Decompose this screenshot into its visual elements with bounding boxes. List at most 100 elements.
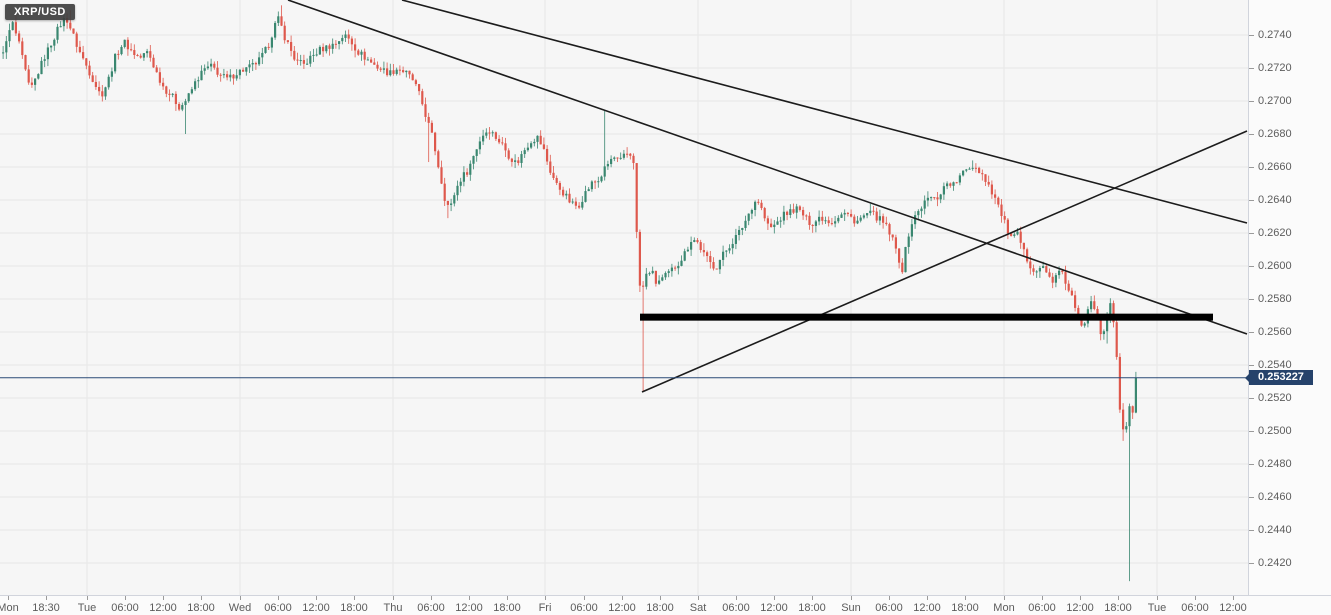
time-axis-label: 18:00 xyxy=(493,602,521,614)
price-axis-label: 0.2700 xyxy=(1258,95,1292,107)
time-tick xyxy=(1042,596,1043,600)
time-axis-label: Tue xyxy=(77,602,97,614)
time-tick xyxy=(316,596,317,600)
time-axis[interactable]: Mon 18:30 Tue 06:00 12:00 18:00 Wed 06:00 12:00 1… xyxy=(0,595,1331,615)
time-tick xyxy=(736,596,737,600)
price-axis-label: 0.2640 xyxy=(1258,194,1292,206)
time-tick xyxy=(1195,596,1196,600)
price-axis-label: 0.2420 xyxy=(1258,557,1292,569)
time-tick xyxy=(8,596,9,600)
time-tick xyxy=(545,596,546,600)
price-tick xyxy=(1249,166,1254,168)
time-tick xyxy=(1080,596,1081,600)
price-tick xyxy=(1249,298,1254,300)
last-price-badge: 0.253227 xyxy=(1245,370,1313,386)
time-axis-label: 12:00 xyxy=(455,602,483,614)
price-axis-label: 0.2560 xyxy=(1258,326,1292,338)
price-axis-label: 0.2740 xyxy=(1258,29,1292,41)
price-tick xyxy=(1249,265,1254,267)
time-axis-label: Sat xyxy=(689,602,707,614)
time-axis-label: Thu xyxy=(383,602,403,614)
time-tick xyxy=(163,596,164,600)
price-tick xyxy=(1249,397,1254,399)
time-tick xyxy=(393,596,394,600)
price-axis-label: 0.2480 xyxy=(1258,458,1292,470)
time-axis-label: 12:00 xyxy=(302,602,330,614)
price-axis-label: 0.2440 xyxy=(1258,524,1292,536)
time-tick xyxy=(812,596,813,600)
price-tick xyxy=(1249,232,1254,234)
price-tick xyxy=(1249,562,1254,564)
time-axis-label: 12:00 xyxy=(608,602,636,614)
time-tick xyxy=(431,596,432,600)
time-axis-label: 12:00 xyxy=(149,602,177,614)
time-axis-label: Fri xyxy=(538,602,552,614)
price-axis-label: 0.2580 xyxy=(1258,293,1292,305)
price-axis-label: 0.2660 xyxy=(1258,161,1292,173)
time-axis-label: 12:00 xyxy=(1219,602,1247,614)
time-axis-label: 06:00 xyxy=(264,602,292,614)
time-tick xyxy=(927,596,928,600)
time-axis-label: 18:00 xyxy=(798,602,826,614)
time-tick xyxy=(965,596,966,600)
time-tick xyxy=(507,596,508,600)
symbol-badge: XRP/USD xyxy=(5,4,75,20)
time-axis-label: 18:00 xyxy=(1104,602,1132,614)
time-axis-label: 06:00 xyxy=(417,602,445,614)
time-tick xyxy=(354,596,355,600)
time-axis-label: Wed xyxy=(228,602,252,614)
time-tick xyxy=(240,596,241,600)
price-axis-label: 0.2680 xyxy=(1258,128,1292,140)
time-tick xyxy=(660,596,661,600)
price-axis-label: 0.2460 xyxy=(1258,491,1292,503)
price-axis-label: 0.2520 xyxy=(1258,392,1292,404)
price-axis-label: 0.2620 xyxy=(1258,227,1292,239)
time-tick xyxy=(1157,596,1158,600)
price-tick xyxy=(1249,67,1254,69)
time-tick xyxy=(584,596,585,600)
price-axis-label: 0.2720 xyxy=(1258,62,1292,74)
price-tick xyxy=(1249,34,1254,36)
time-axis-label: 06:00 xyxy=(722,602,750,614)
time-tick xyxy=(889,596,890,600)
price-tick xyxy=(1249,529,1254,531)
time-axis-label: Mon xyxy=(0,602,19,614)
time-tick xyxy=(278,596,279,600)
price-tick xyxy=(1249,199,1254,201)
time-tick xyxy=(46,596,47,600)
time-axis-label: 18:00 xyxy=(340,602,368,614)
price-tick xyxy=(1249,430,1254,432)
time-axis-label: 06:00 xyxy=(875,602,903,614)
time-axis-label: 06:00 xyxy=(1181,602,1209,614)
time-tick xyxy=(622,596,623,600)
time-axis-label: Tue xyxy=(1147,602,1167,614)
time-axis-label: Sun xyxy=(841,602,861,614)
price-tick xyxy=(1249,133,1254,135)
time-tick xyxy=(469,596,470,600)
time-axis-label: 18:00 xyxy=(187,602,215,614)
price-tick xyxy=(1249,496,1254,498)
time-axis-label: 18:00 xyxy=(646,602,674,614)
time-axis-label: 12:00 xyxy=(913,602,941,614)
time-tick xyxy=(1233,596,1234,600)
time-tick xyxy=(851,596,852,600)
time-tick xyxy=(87,596,88,600)
price-tick xyxy=(1249,463,1254,465)
price-axis-label: 0.2600 xyxy=(1258,260,1292,272)
time-axis-label: 12:00 xyxy=(1066,602,1094,614)
time-axis-label: Mon xyxy=(993,602,1015,614)
price-axis[interactable]: 0.2740 0.2720 0.2700 0.2680 0.2660 0.2640 0.26… xyxy=(1248,0,1331,595)
time-axis-label: 06:00 xyxy=(111,602,139,614)
price-axis-label: 0.2540 xyxy=(1258,359,1292,371)
time-axis-label: 18:00 xyxy=(951,602,979,614)
price-tick xyxy=(1249,331,1254,333)
time-axis-label: 12:00 xyxy=(760,602,788,614)
time-tick xyxy=(1118,596,1119,600)
time-tick xyxy=(698,596,699,600)
price-tick xyxy=(1249,100,1254,102)
price-tick xyxy=(1249,364,1254,366)
time-tick xyxy=(201,596,202,600)
time-tick xyxy=(1004,596,1005,600)
